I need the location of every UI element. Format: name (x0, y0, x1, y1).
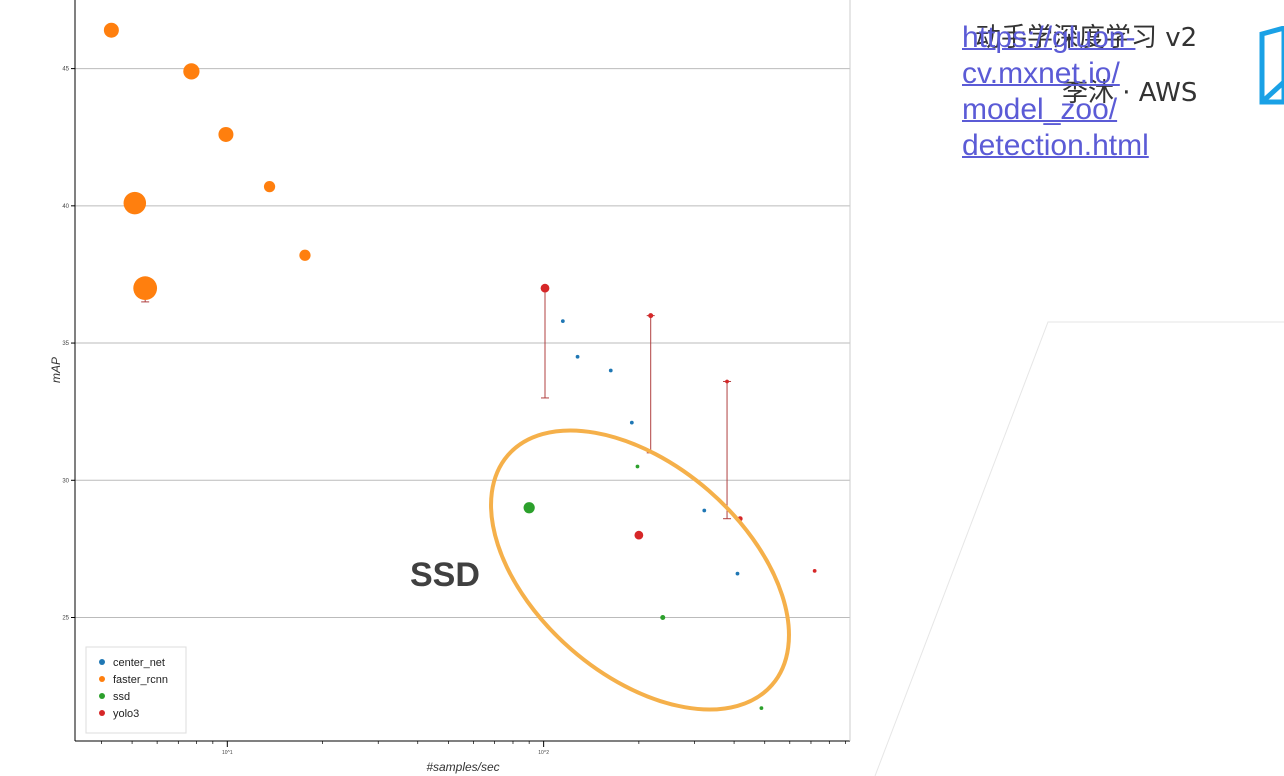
source-link[interactable]: https://gluon- cv.mxnet.io/ model_zoo/ d… (962, 20, 1202, 164)
x-tick-label: 10^2 (538, 750, 549, 756)
legend-label-yolo3: yolo3 (113, 708, 139, 720)
author-line: 李沐 · AWS (1062, 78, 1198, 108)
link-line-4: detection.html (962, 129, 1149, 162)
scatter-chart: 25 30 35 40 45 10^1 10^2 #samples/sec mAP SSD… (49, 0, 851, 774)
point-yolo3 (540, 283, 550, 293)
point-faster_rcnn (103, 22, 119, 38)
y-ticks: 25 30 35 40 45 (62, 67, 75, 622)
point-center_net (575, 354, 580, 359)
data-points (103, 22, 817, 710)
point-faster_rcnn (263, 180, 276, 193)
legend-label-ssd: ssd (113, 691, 130, 703)
link-line-3: model_zoo/ (962, 93, 1118, 126)
y-tick-label: 30 (62, 478, 69, 484)
point-center_net (629, 420, 634, 425)
y-tick-label: 35 (62, 341, 69, 347)
book-icon (1259, 26, 1284, 105)
point-center_net (608, 368, 613, 373)
point-center_net (560, 319, 565, 323)
point-ssd (660, 615, 666, 620)
point-yolo3 (648, 313, 654, 319)
y-axis-label: mAP (49, 357, 63, 383)
ssd-highlight-ellipse (489, 428, 791, 712)
link-line-2: cv.mxnet.io/ (962, 57, 1120, 90)
legend-marker-faster_rcnn (99, 676, 105, 682)
y-tick-label: 45 (62, 67, 69, 73)
point-faster_rcnn (133, 276, 158, 301)
point-center_net (702, 508, 707, 513)
x-tick-label: 10^1 (222, 750, 233, 756)
point-faster_rcnn (183, 63, 200, 80)
point-ssd (635, 464, 640, 469)
y-tick-label: 25 (62, 616, 69, 622)
legend-label-faster_rcnn: faster_rcnn (113, 674, 168, 686)
point-ssd (523, 502, 535, 514)
legend-marker-ssd (99, 693, 105, 699)
book-title: 动手学深度学习 v2 (975, 23, 1198, 53)
point-yolo3 (812, 568, 817, 573)
point-faster_rcnn (123, 191, 147, 215)
point-yolo3 (725, 379, 729, 384)
legend-marker-yolo3 (99, 710, 105, 716)
point-ssd (759, 706, 764, 710)
point-faster_rcnn (218, 126, 234, 142)
ssd-annotation-label: SSD (410, 556, 480, 594)
x-axis-label: #samples/sec (426, 760, 499, 774)
x-ticks: 10^1 10^2 (101, 741, 846, 756)
point-center_net (735, 571, 740, 576)
link-line-1: https://gluon- (962, 21, 1136, 54)
legend-label-center_net: center_net (113, 657, 165, 669)
y-tick-label: 40 (62, 204, 69, 210)
point-yolo3 (634, 530, 644, 540)
point-faster_rcnn (299, 249, 311, 261)
legend-marker-center_net (99, 659, 105, 665)
grid-lines (75, 68, 850, 618)
